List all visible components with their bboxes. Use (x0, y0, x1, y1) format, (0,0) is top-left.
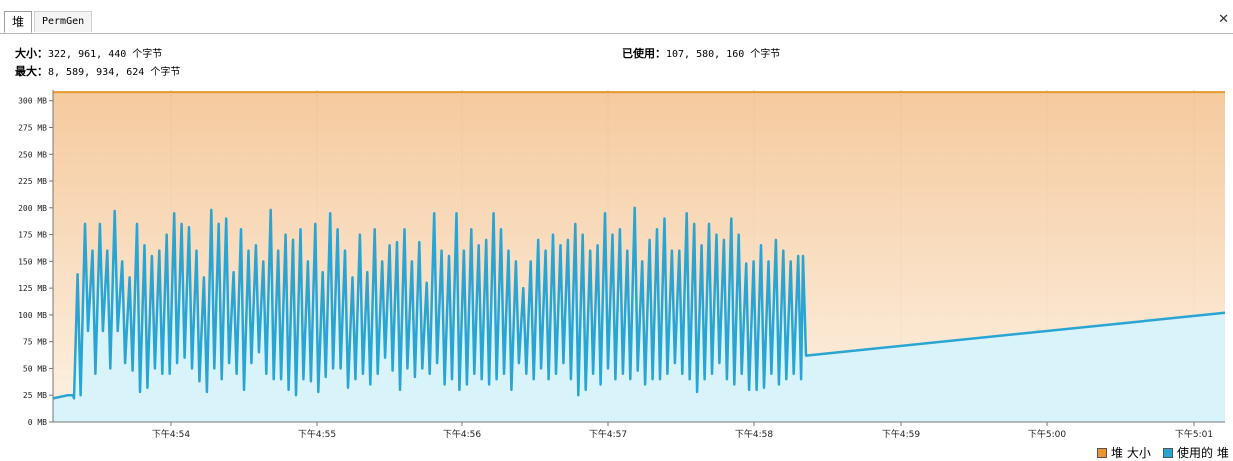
y-tick-label: 300 MB (18, 97, 47, 106)
y-tick-label: 150 MB (18, 257, 47, 266)
used-heap-line (52, 206, 1226, 400)
used-heap-fill (53, 207, 1225, 422)
y-tick-label: 75 MB (23, 338, 47, 347)
heap-used-label: 已使用： (622, 47, 666, 60)
legend-used-heap: 使用的 堆 (1163, 446, 1229, 460)
heap-max-label: 最大： (15, 65, 48, 78)
y-tick-label: 225 MB (18, 177, 47, 186)
y-tick-label: 200 MB (18, 204, 47, 213)
y-tick-label: 250 MB (18, 150, 47, 159)
x-tick-label: 下午4:55 (298, 428, 336, 440)
y-tick-label: 175 MB (18, 231, 47, 240)
tab-permgen[interactable]: PermGen (34, 11, 93, 32)
x-tick-label: 下午4:54 (152, 428, 190, 440)
y-tick-label: 0 MB (28, 418, 47, 427)
heap-usage-chart: 0 MB 25 MB 50 MB 75 MB 100 MB 125 MB 150 MB 175… (18, 90, 1226, 440)
x-tick-label: 下午5:00 (1028, 428, 1066, 440)
y-tick-label: 125 MB (18, 284, 47, 293)
heap-max-value: 8, 589, 934, 624 个字节 (48, 67, 181, 78)
heap-size-swatch (1097, 448, 1107, 458)
y-tick-label: 100 MB (18, 311, 47, 320)
legend-used-heap-label: 使用的 堆 (1177, 446, 1229, 460)
heap-size-label: 大小： (15, 47, 48, 60)
heap-size-value: 322, 961, 440 个字节 (48, 49, 163, 60)
x-tick-label: 下午4:57 (589, 428, 627, 440)
y-tick-label: 25 MB (23, 391, 47, 400)
heap-used-stat: 已使用：107, 580, 160 个字节 (622, 47, 780, 62)
x-tick-label: 下午5:01 (1175, 428, 1213, 440)
heap-max-stat: 最大：8, 589, 934, 624 个字节 (15, 65, 180, 80)
close-icon[interactable]: ✕ (1218, 12, 1229, 27)
used-heap-swatch (1163, 448, 1173, 458)
y-tick-label: 275 MB (18, 123, 47, 132)
legend-heap-size: 堆 大小 (1097, 446, 1151, 460)
x-tick-label: 下午4:58 (735, 428, 773, 440)
heap-used-value: 107, 580, 160 个字节 (666, 49, 781, 60)
tab-bar: 堆 PermGen ✕ (0, 0, 1233, 34)
y-tick-label: 50 MB (23, 364, 47, 373)
heap-size-stat: 大小：322, 961, 440 个字节 (15, 47, 162, 62)
tab-heap[interactable]: 堆 (4, 11, 33, 33)
legend-heap-size-label: 堆 大小 (1111, 446, 1151, 460)
x-tick-label: 下午4:59 (882, 428, 920, 440)
x-tick-label: 下午4:56 (443, 428, 481, 440)
